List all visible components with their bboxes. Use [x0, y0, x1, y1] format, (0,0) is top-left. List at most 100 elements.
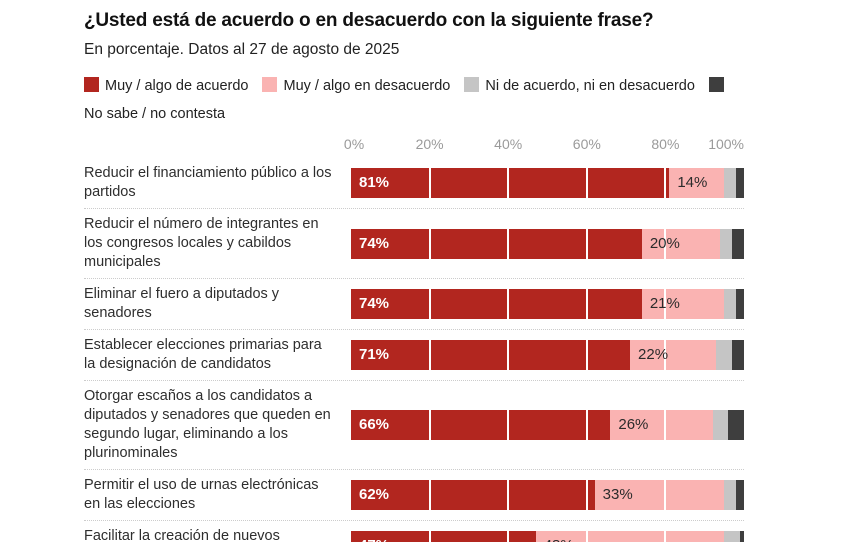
legend: Muy / algo de acuerdo Muy / algo en desac… [84, 72, 744, 128]
legend-swatch-no_answer [708, 77, 724, 92]
bar-gridline [585, 168, 588, 198]
category-label: Permitir el uso de urnas electrónicas en… [84, 477, 319, 512]
x-axis: 0% 20% 40% 60% 80% 100% [344, 136, 744, 154]
bar-segment-neutral [712, 410, 729, 440]
bar-gridline [585, 531, 588, 542]
bar-gridline [664, 228, 667, 259]
category-label: Otorgar escaños a los candidatos a diput… [84, 388, 331, 461]
bar-value-label: 22% [638, 346, 669, 363]
bar-segment-agree: 74% [351, 228, 642, 259]
bar-segment-agree: 66% [351, 410, 611, 440]
bar-track: 66% 26% [351, 410, 744, 440]
bar-segment-no_answer [736, 480, 744, 510]
bar-gridline [585, 480, 588, 510]
category-label: Reducir el financiamiento público a los … [84, 165, 332, 200]
legend-swatch-disagree [262, 77, 278, 92]
bar-gridline [664, 480, 667, 510]
bar-value-label: 20% [649, 234, 680, 252]
bar-gridline [428, 340, 431, 370]
bar-gridline [664, 168, 667, 198]
bar-segment-no_answer [740, 531, 744, 542]
bar-gridline [428, 168, 431, 198]
chart-row: Reducir el financiamiento público a los … [84, 158, 744, 209]
bar-segment-no_answer [736, 289, 744, 319]
bar-value-label: 71% [359, 346, 390, 363]
legend-item: Muy / algo en desacuerdo [262, 77, 451, 94]
axis-tick-label: 20% [415, 136, 444, 152]
bar-gridline [585, 228, 588, 259]
bar-value-label: 74% [359, 234, 390, 252]
bar-track: 71% 22% [351, 340, 744, 370]
bar-gridline [428, 228, 431, 259]
chart-row: Facilitar la creación de nuevos partidos… [84, 521, 744, 542]
bar-gridline [428, 480, 431, 510]
legend-item: Ni de acuerdo, ni en desacuerdo [464, 77, 695, 94]
bar-track: 74% 21% [351, 289, 744, 319]
bar-track: 62% 33% [351, 480, 744, 510]
bar-segment-no_answer [732, 228, 744, 259]
bar-gridline [664, 340, 667, 370]
chart-row: Eliminar el fuero a diputados y senadore… [84, 279, 744, 330]
bar-segment-disagree: 22% [630, 340, 717, 370]
bar-segment-neutral [720, 228, 733, 259]
bar-gridline [507, 410, 510, 440]
axis-tick-label: 100% [708, 136, 744, 152]
bar-value-label: 66% [359, 416, 390, 433]
bar-value-label: 62% [359, 486, 390, 503]
bar-gridline [507, 168, 510, 198]
bar-value-label: 74% [359, 295, 390, 312]
bar-segment-neutral [716, 340, 733, 370]
bar-gridline [507, 480, 510, 510]
legend-label: No sabe / no contesta [84, 106, 226, 122]
bar-segment-agree: 74% [351, 289, 642, 319]
category-label: Eliminar el fuero a diputados y senadore… [84, 286, 280, 321]
bar-gridline [507, 289, 510, 319]
axis-tick-label: 80% [651, 136, 680, 152]
bar-gridline [507, 531, 510, 542]
bar-segment-disagree: 26% [610, 410, 713, 440]
legend-label: Muy / algo en desacuerdo [283, 78, 451, 94]
legend-label: Ni de acuerdo, ni en desacuerdo [485, 78, 695, 94]
bar-track: 74% 20% [351, 228, 744, 259]
chart-rows: Reducir el financiamiento público a los … [84, 158, 744, 542]
legend-item: No sabe / no contesta [84, 77, 730, 122]
bar-segment-disagree: 48% [535, 531, 725, 542]
bar-value-label: 14% [677, 174, 708, 191]
bar-segment-agree: 71% [351, 340, 631, 370]
bar-gridline [664, 410, 667, 440]
axis-tick-label: 60% [572, 136, 601, 152]
axis-tick-label: 40% [494, 136, 523, 152]
bar-gridline [428, 289, 431, 319]
bar-value-label: 33% [602, 486, 633, 503]
bar-segment-neutral [724, 480, 737, 510]
bar-segment-agree: 47% [351, 531, 536, 542]
chart-subtitle: En porcentaje. Datos al 27 de agosto de … [84, 41, 400, 58]
bar-track: 47% 48% [351, 531, 744, 542]
bar-value-label: 48% [544, 531, 574, 542]
bar-segment-no_answer [732, 340, 744, 370]
bar-gridline [585, 410, 588, 440]
bar-segment-neutral [724, 168, 737, 198]
bar-gridline [428, 531, 431, 542]
bar-value-label: 47% [359, 531, 389, 542]
legend-swatch-agree [84, 77, 99, 92]
bar-value-label: 26% [618, 416, 649, 433]
chart-row: Reducir el número de integrantes en los … [84, 209, 744, 279]
bar-gridline [585, 340, 588, 370]
chart-row: Otorgar escaños a los candidatos a diput… [84, 381, 744, 470]
legend-swatch-neutral [464, 77, 480, 92]
bar-segment-disagree: 33% [594, 480, 725, 510]
bar-value-label: 21% [649, 295, 680, 312]
bar-segment-agree: 62% [351, 480, 595, 510]
chart-row: Establecer elecciones primarias para la … [84, 330, 744, 381]
category-label: Facilitar la creación de nuevos partidos [84, 528, 280, 542]
legend-item: Muy / algo de acuerdo [84, 77, 248, 94]
bar-gridline [507, 340, 510, 370]
bar-segment-neutral [724, 531, 741, 542]
bar-gridline [428, 410, 431, 440]
bar-segment-neutral [724, 289, 737, 319]
category-label: Reducir el número de integrantes en los … [84, 216, 319, 270]
category-label: Establecer elecciones primarias para la … [84, 337, 322, 372]
bar-segment-disagree: 20% [641, 228, 721, 259]
